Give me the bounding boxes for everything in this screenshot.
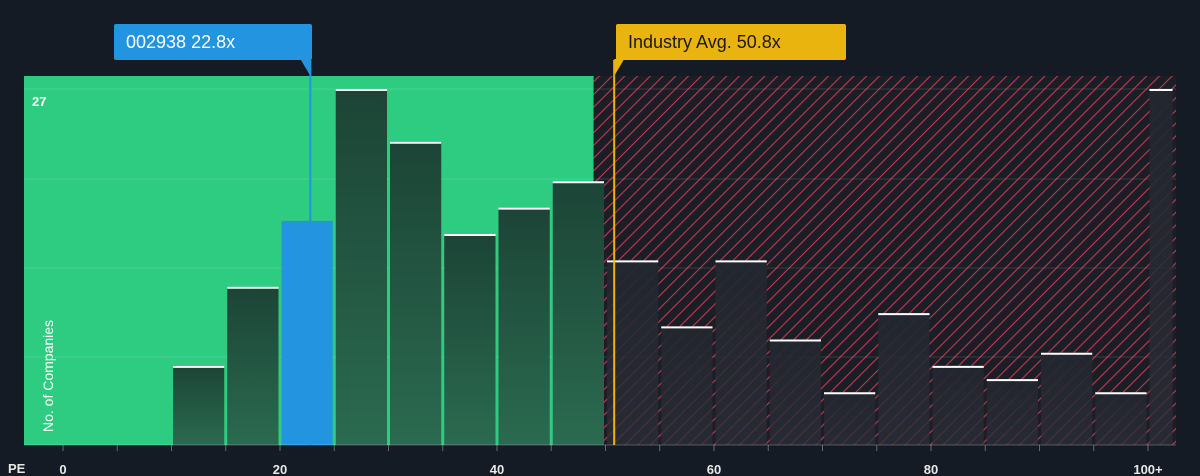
bar-80 — [932, 365, 984, 445]
bar-10 — [173, 365, 225, 445]
y-max-label: 27 — [32, 94, 47, 109]
bar-70 — [824, 392, 876, 445]
bar-75 — [878, 313, 930, 445]
company-callout-pointer — [300, 59, 311, 76]
bar-15 — [227, 286, 279, 445]
bar-90 — [1041, 352, 1093, 445]
bar-35 — [444, 234, 496, 445]
y-axis-label: No. of Companies — [40, 319, 56, 432]
industry-callout-pointer — [614, 59, 625, 76]
x-tick-label-40: 40 — [490, 462, 504, 476]
bar-65 — [769, 339, 821, 445]
x-tick-label-20: 20 — [273, 462, 287, 476]
bar-100 — [1149, 89, 1173, 445]
bar-50 — [607, 260, 659, 445]
x-tick-label-60: 60 — [707, 462, 721, 476]
bar-40 — [498, 207, 550, 445]
company-pe-callout: 002938 22.8x — [114, 24, 312, 60]
bar-95 — [1095, 392, 1147, 445]
bar-20 — [281, 220, 333, 445]
bar-30 — [390, 141, 442, 446]
x-tick-label-80: 80 — [924, 462, 938, 476]
bar-25 — [335, 89, 387, 445]
bar-85 — [986, 379, 1038, 445]
x-axis-label: PE — [8, 461, 26, 476]
bar-60 — [715, 260, 767, 445]
industry-average-callout: Industry Avg. 50.8x — [616, 24, 846, 60]
bar-45 — [552, 181, 604, 445]
x-tick-label-0: 0 — [59, 462, 66, 476]
x-tick-label-100: 100+ — [1133, 462, 1163, 476]
bar-55 — [661, 326, 713, 445]
